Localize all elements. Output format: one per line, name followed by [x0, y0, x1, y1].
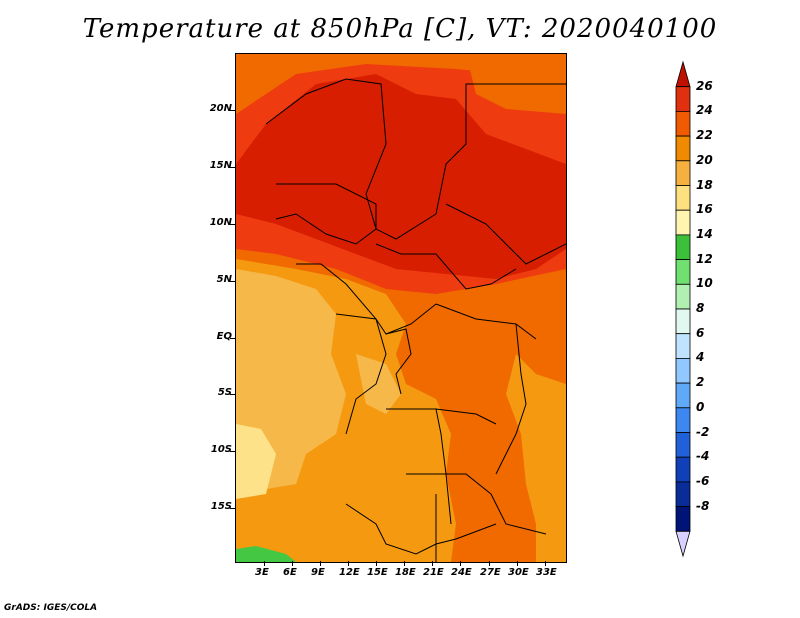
colorbar-label: -4 — [696, 449, 710, 464]
colorbar-label: 24 — [696, 103, 713, 118]
colorbar-label: -2 — [696, 424, 710, 439]
lon-tick — [517, 561, 518, 566]
shade-18-centre — [356, 354, 401, 414]
lon-label: 12E — [339, 567, 360, 578]
colorbar-swatch — [675, 382, 691, 409]
lat-tick — [230, 508, 235, 509]
colorbar-swatch — [675, 481, 691, 507]
lat-label: 5N — [216, 274, 232, 285]
lon-label: 9E — [311, 567, 325, 578]
lat-tick — [230, 110, 235, 111]
lon-tick — [292, 561, 293, 566]
lat-tick — [230, 224, 235, 225]
colorbar-swatch — [675, 209, 691, 236]
lat-tick — [230, 281, 235, 282]
colorbar-label: 8 — [696, 301, 705, 315]
lon-tick — [404, 561, 405, 566]
colorbar-swatch — [675, 234, 691, 260]
colorbar-swatch — [675, 86, 691, 112]
shade-26 — [236, 74, 566, 279]
shade-20-east — [506, 354, 566, 562]
colorbar-label: 2 — [696, 375, 705, 390]
lat-tick — [230, 451, 235, 452]
colorbar-label: 0 — [696, 399, 705, 414]
lon-label: 24E — [451, 567, 472, 578]
lon-label: 3E — [255, 567, 269, 578]
colorbar-label: 22 — [696, 128, 713, 143]
lon-tick — [432, 561, 433, 566]
colorbar-swatch — [675, 283, 691, 310]
colorbar-swatch — [675, 259, 691, 285]
grads-credit: GrADS: IGES/COLA — [4, 603, 98, 613]
colorbar-swatch — [675, 506, 691, 532]
lon-label: 15E — [367, 567, 388, 578]
lon-label: 33E — [536, 567, 557, 578]
colorbar-label: 18 — [696, 177, 713, 192]
lon-tick — [489, 561, 490, 566]
colorbar-swatch — [675, 308, 691, 335]
lon-tick — [264, 561, 265, 566]
lat-label: EQ — [216, 331, 232, 342]
lat-label: 10N — [209, 217, 232, 228]
shade-12 — [236, 546, 296, 562]
colorbar-swatch — [675, 135, 691, 162]
colorbar-label: 20 — [696, 152, 713, 167]
lon-label: 30E — [508, 567, 529, 578]
lon-label: 27E — [480, 567, 501, 578]
lon-tick — [376, 561, 377, 566]
lon-label: 6E — [283, 567, 297, 578]
temperature-map — [235, 53, 567, 563]
lat-label: 5S — [217, 387, 232, 398]
lat-label: 10S — [210, 444, 232, 455]
lat-label: 15N — [209, 160, 232, 171]
lon-label: 21E — [423, 567, 444, 578]
chart-title: Temperature at 850hPa [C], VT: 202004010… — [82, 14, 718, 44]
colorbar-swatch — [675, 407, 691, 433]
colorbar-label: -8 — [696, 498, 710, 513]
lon-tick — [460, 561, 461, 566]
colorbar-swatch — [675, 160, 691, 186]
colorbar-label: 14 — [696, 226, 713, 241]
colorbar-label: -6 — [696, 473, 710, 488]
colorbar-label: 12 — [696, 251, 713, 266]
colorbar-swatch — [675, 185, 691, 211]
colorbar-swatch — [675, 357, 691, 384]
lon-tick — [348, 561, 349, 566]
colorbar-swatch — [675, 60, 691, 88]
shade-16 — [236, 424, 276, 499]
colorbar-label: 16 — [696, 202, 713, 217]
lon-tick — [545, 561, 546, 566]
lon-label: 18E — [395, 567, 416, 578]
colorbar-swatch — [675, 333, 691, 359]
lat-label: 15S — [210, 501, 232, 512]
lat-tick — [230, 167, 235, 168]
lon-tick — [320, 561, 321, 566]
colorbar-swatch — [675, 530, 691, 558]
colorbar-swatch — [675, 111, 691, 137]
colorbar-label: 10 — [696, 276, 713, 291]
lat-tick — [230, 338, 235, 339]
lat-label: 20N — [209, 103, 232, 114]
colorbar-label: 4 — [696, 350, 705, 365]
colorbar-label: 6 — [696, 325, 705, 340]
lat-tick — [230, 394, 235, 395]
colorbar-swatch — [675, 456, 691, 483]
colorbar-swatch — [675, 432, 691, 458]
colorbar-label: 26 — [696, 78, 713, 93]
